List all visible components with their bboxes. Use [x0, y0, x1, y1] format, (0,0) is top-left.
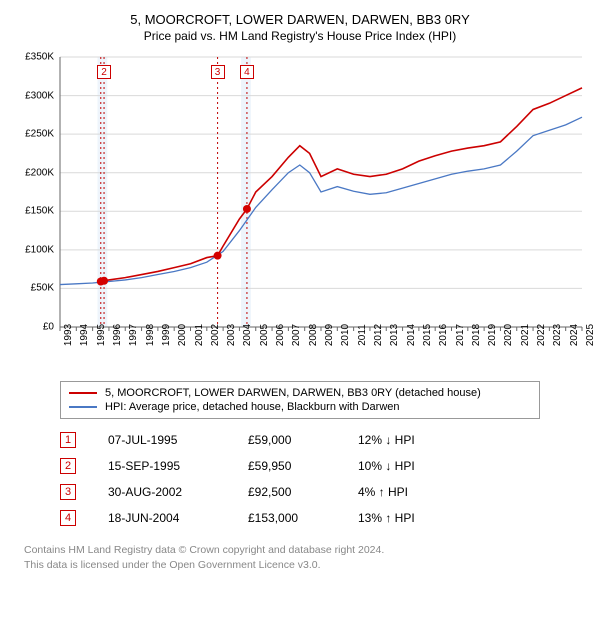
sale-price: £59,000 [248, 433, 358, 447]
x-axis-label: 2022 [536, 324, 547, 346]
sale-date: 07-JUL-1995 [108, 433, 248, 447]
x-axis-label: 2000 [177, 324, 188, 346]
y-axis-label: £150K [12, 206, 54, 217]
x-axis-label: 2006 [275, 324, 286, 346]
y-axis-label: £300K [12, 90, 54, 101]
sale-marker: 3 [60, 484, 76, 500]
sale-price: £59,950 [248, 459, 358, 473]
footer-line-1: Contains HM Land Registry data © Crown c… [24, 543, 588, 558]
page-title: 5, MOORCROFT, LOWER DARWEN, DARWEN, BB3 … [12, 12, 588, 27]
y-axis-label: £100K [12, 244, 54, 255]
x-axis-label: 2019 [487, 324, 498, 346]
x-axis-label: 2005 [259, 324, 270, 346]
sale-row: 3 30-AUG-2002£92,5004% ↑ HPI [60, 479, 588, 505]
x-axis-label: 2008 [308, 324, 319, 346]
x-axis-label: 2009 [324, 324, 335, 346]
y-axis-label: £250K [12, 129, 54, 140]
sale-delta: 12% ↓ HPI [358, 433, 478, 447]
x-axis-label: 1997 [128, 324, 139, 346]
x-axis-label: 1994 [79, 324, 90, 346]
x-axis-label: 2015 [422, 324, 433, 346]
sale-delta: 10% ↓ HPI [358, 459, 478, 473]
x-axis-label: 2012 [373, 324, 384, 346]
y-axis-label: £50K [12, 283, 54, 294]
x-axis-label: 2003 [226, 324, 237, 346]
legend-swatch [69, 406, 97, 408]
legend: 5, MOORCROFT, LOWER DARWEN, DARWEN, BB3 … [60, 381, 540, 419]
legend-label: HPI: Average price, detached house, Blac… [105, 401, 400, 413]
sale-row: 2 15-SEP-1995£59,95010% ↓ HPI [60, 453, 588, 479]
footer-line-2: This data is licensed under the Open Gov… [24, 558, 588, 573]
x-axis-label: 2018 [471, 324, 482, 346]
x-axis-label: 2010 [340, 324, 351, 346]
y-axis-label: £200K [12, 167, 54, 178]
x-axis-label: 2004 [242, 324, 253, 346]
sale-marker: 4 [60, 510, 76, 526]
y-axis-label: £0 [12, 322, 54, 333]
price-chart: £0 £50K £100K £150K £200K £250K £300K £350K 1993… [12, 51, 588, 371]
x-axis-label: 2016 [438, 324, 449, 346]
sale-delta: 4% ↑ HPI [358, 485, 478, 499]
sale-marker: 2 [60, 458, 76, 474]
x-axis-label: 2021 [520, 324, 531, 346]
event-marker: 3 [211, 65, 225, 79]
sale-row: 1 07-JUL-1995£59,00012% ↓ HPI [60, 427, 588, 453]
x-axis-label: 2025 [585, 324, 596, 346]
legend-row: 5, MOORCROFT, LOWER DARWEN, DARWEN, BB3 … [69, 386, 531, 400]
legend-label: 5, MOORCROFT, LOWER DARWEN, DARWEN, BB3 … [105, 387, 481, 399]
legend-row: HPI: Average price, detached house, Blac… [69, 400, 531, 414]
x-axis-label: 1993 [63, 324, 74, 346]
sale-price: £92,500 [248, 485, 358, 499]
event-marker: 2 [97, 65, 111, 79]
sale-row: 4 18-JUN-2004£153,00013% ↑ HPI [60, 505, 588, 531]
x-axis-label: 2024 [569, 324, 580, 346]
x-axis-label: 1999 [161, 324, 172, 346]
x-axis-label: 2013 [389, 324, 400, 346]
sale-date: 30-AUG-2002 [108, 485, 248, 499]
sale-marker: 1 [60, 432, 76, 448]
x-axis-label: 1998 [145, 324, 156, 346]
x-axis-label: 2007 [291, 324, 302, 346]
sales-table: 1 07-JUL-1995£59,00012% ↓ HPI 2 15-SEP-1995… [60, 427, 588, 531]
sale-price: £153,000 [248, 511, 358, 525]
event-marker: 4 [240, 65, 254, 79]
sale-date: 18-JUN-2004 [108, 511, 248, 525]
page: 5, MOORCROFT, LOWER DARWEN, DARWEN, BB3 … [0, 0, 600, 580]
x-axis-label: 2014 [406, 324, 417, 346]
footer: Contains HM Land Registry data © Crown c… [24, 543, 588, 572]
x-axis-label: 2020 [503, 324, 514, 346]
x-axis-label: 1996 [112, 324, 123, 346]
page-subtitle: Price paid vs. HM Land Registry's House … [12, 29, 588, 43]
x-axis-label: 2001 [194, 324, 205, 346]
legend-swatch [69, 392, 97, 394]
x-axis-label: 1995 [96, 324, 107, 346]
x-axis-label: 2023 [552, 324, 563, 346]
y-axis-label: £350K [12, 52, 54, 63]
x-axis-label: 2011 [357, 324, 368, 346]
x-axis-label: 2017 [455, 324, 466, 346]
x-axis-label: 2002 [210, 324, 221, 346]
sale-date: 15-SEP-1995 [108, 459, 248, 473]
sale-delta: 13% ↑ HPI [358, 511, 478, 525]
